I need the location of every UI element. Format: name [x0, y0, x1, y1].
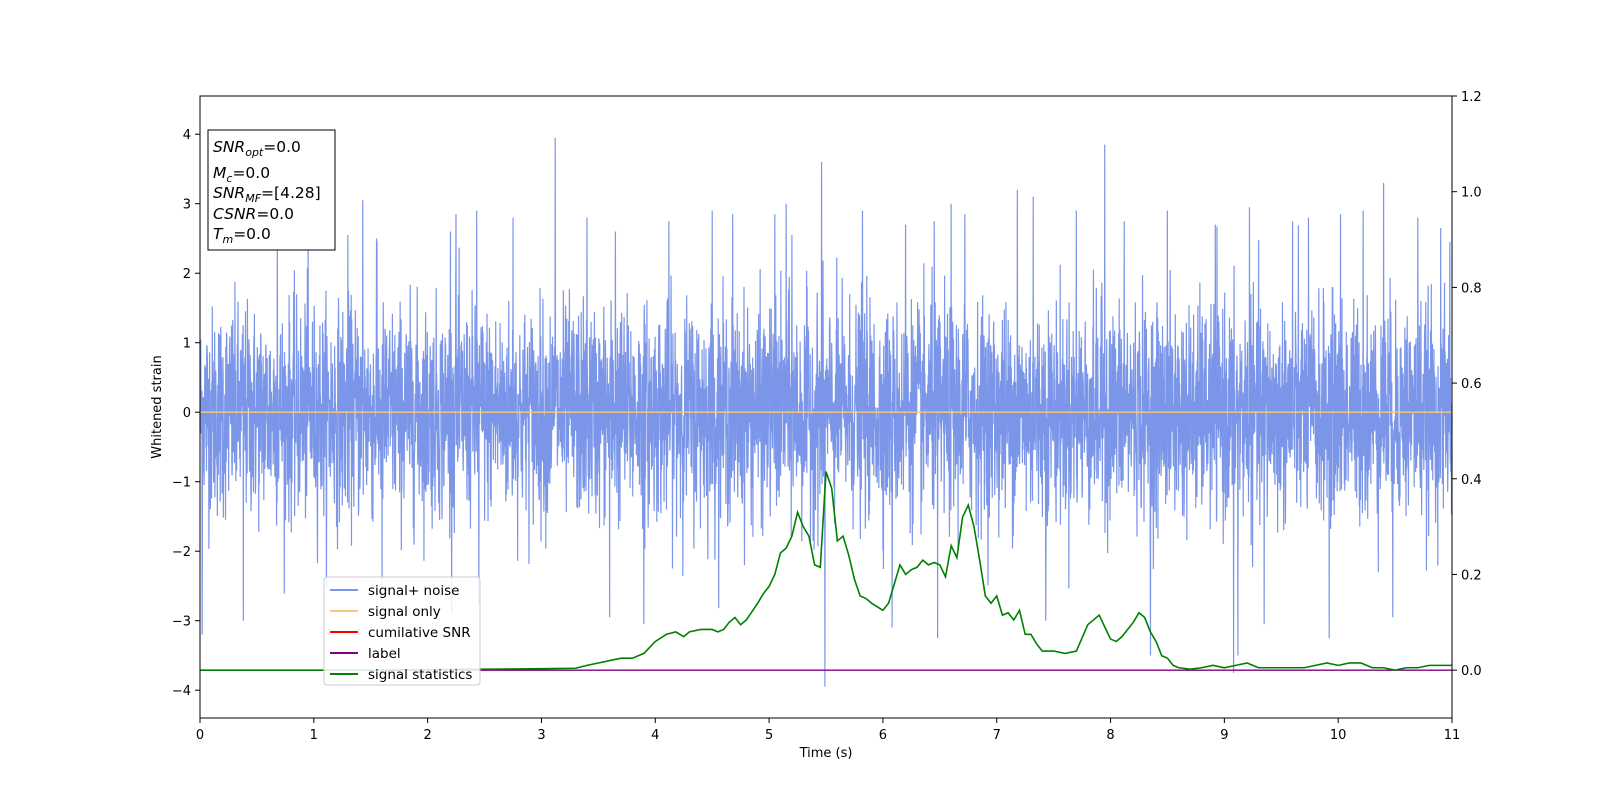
y-right-tick-label: 1.2	[1461, 90, 1482, 105]
x-tick-label: 0	[196, 728, 204, 743]
x-axis: 0 1 2 3 4 5 6 7 8 9 10 11	[196, 718, 1460, 743]
y-left-tick-label: −4	[172, 684, 191, 699]
y-axis-right: 0.0 0.2 0.4 0.6 0.8 1.0 1.2	[1452, 90, 1482, 679]
y-left-tick-label: −2	[172, 545, 191, 560]
x-tick-label: 2	[423, 728, 431, 743]
x-tick-label: 10	[1330, 728, 1347, 743]
x-tick-label: 11	[1444, 728, 1461, 743]
y-left-tick-label: 4	[183, 128, 191, 143]
info-box-line: SNRMF=[4.28]	[213, 184, 321, 205]
y-left-tick-label: −1	[172, 476, 191, 491]
plot-area-frame	[199, 95, 1453, 719]
x-tick-label: 4	[651, 728, 659, 743]
y-right-tick-label: 0.6	[1461, 377, 1482, 392]
legend-label: signal statistics	[368, 667, 472, 683]
legend-label: signal only	[368, 604, 441, 620]
info-box-line: Mc=0.0	[213, 164, 270, 185]
y-left-tick-label: 1	[183, 337, 191, 352]
y-left-tick-label: −3	[172, 615, 191, 630]
x-tick-label: 1	[310, 728, 318, 743]
y-left-tick-label: 2	[183, 267, 191, 282]
legend-frame	[323, 576, 481, 686]
noise-layer	[199, 137, 1453, 687]
y-right-tick-label: 0.0	[1461, 664, 1482, 679]
legend-label: label	[368, 646, 401, 662]
x-tick-label: 7	[993, 728, 1001, 743]
series-line-signal-noise	[199, 137, 1453, 687]
series-line-signal-statistics	[200, 471, 1452, 671]
x-axis-label: Time (s)	[799, 746, 853, 761]
y-right-tick-label: 0.4	[1461, 473, 1482, 488]
y-left-tick-label: 3	[183, 198, 191, 213]
y-axis-left: −4 −3 −2 −1 0 1 2 3 4	[172, 128, 200, 699]
legend-label: signal+ noise	[368, 583, 459, 599]
y-left-tick-label: 0	[183, 406, 191, 421]
x-tick-label: 3	[537, 728, 545, 743]
info-box-line: CSNR=0.0	[213, 205, 294, 223]
x-tick-label: 6	[879, 728, 887, 743]
info-box-line: Tm=0.0	[213, 225, 271, 246]
y-right-tick-label: 0.8	[1461, 281, 1482, 296]
y-right-tick-label: 0.2	[1461, 568, 1482, 583]
x-tick-label: 5	[765, 728, 773, 743]
legend-label: cumilative SNR	[368, 625, 471, 641]
x-tick-label: 8	[1106, 728, 1114, 743]
y-axis-label: Whitened strain	[150, 355, 165, 458]
legend: signal+ noise signal only cumilative SNR la…	[323, 576, 481, 686]
info-box-frame	[207, 129, 336, 251]
y-right-tick-label: 1.0	[1461, 186, 1482, 201]
info-box-line: SNRopt=0.0	[213, 138, 301, 159]
x-tick-label: 9	[1220, 728, 1228, 743]
